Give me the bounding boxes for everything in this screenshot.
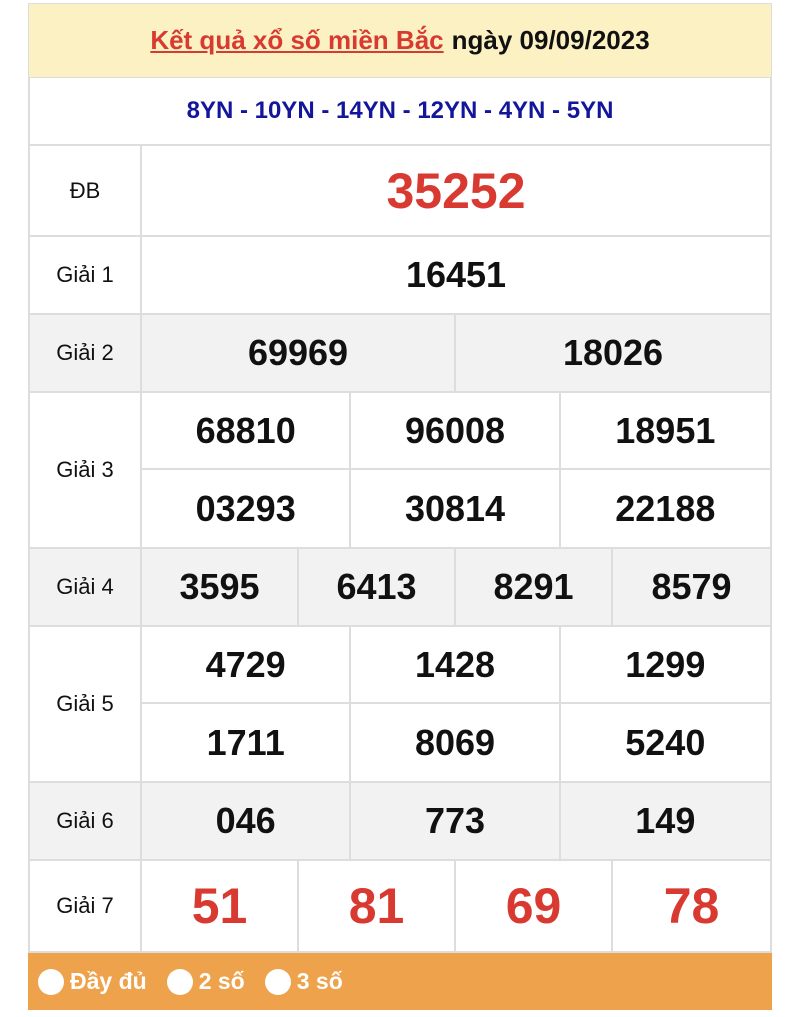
- prize-number: 51: [142, 861, 299, 951]
- prize-row: Giải 6 046 773 149: [28, 783, 772, 861]
- prize-number: 81: [299, 861, 456, 951]
- prize-row: Giải 5 4729 1428 1299 1711 8069 5240: [28, 627, 772, 783]
- prize-number: 18026: [562, 332, 664, 373]
- results-header: Kết quả xổ số miền Bắc ngày 09/09/2023: [28, 3, 772, 78]
- prize-number: 1711: [142, 704, 352, 781]
- prize-number: 18951: [560, 393, 770, 470]
- prize-number: 03293: [142, 470, 352, 547]
- prize-number: 68810: [142, 393, 352, 470]
- prize-label: Giải 7: [30, 861, 142, 951]
- prize-number: 773: [351, 783, 561, 859]
- prize-row: Giải 4 3595 6413 8291 8579: [28, 549, 772, 627]
- prize-number: 4729: [142, 627, 352, 704]
- prize-number: 78: [663, 878, 720, 934]
- option-full[interactable]: Đầy đủ: [38, 968, 147, 995]
- prize-row: Giải 1 16451: [28, 237, 772, 315]
- prize-number: 69: [456, 861, 613, 951]
- date-text: ngày 09/09/2023: [451, 25, 650, 55]
- results-table: Kết quả xổ số miền Bắc ngày 09/09/2023 8…: [28, 3, 772, 1010]
- prize-number: 22188: [615, 487, 716, 529]
- prize-number: 96008: [351, 393, 561, 470]
- prize-number: 16451: [405, 254, 507, 295]
- prize-label: Giải 5: [30, 627, 142, 781]
- display-options: Đầy đủ 2 số 3 số: [28, 953, 772, 1010]
- radio-icon[interactable]: [166, 968, 193, 995]
- prize-number: 35252: [386, 162, 526, 219]
- prize-number: 3595: [142, 549, 299, 625]
- prize-label: Giải 4: [30, 549, 142, 625]
- option-2-digits[interactable]: 2 số: [166, 968, 245, 995]
- prize-row: Giải 3 68810 96008 18951 03293 30814 22188: [28, 393, 772, 549]
- prize-number: 5240: [625, 721, 706, 763]
- prize-label: Giải 6: [30, 783, 142, 859]
- option-3-digits[interactable]: 3 số: [264, 968, 343, 995]
- prize-row: Giải 7 51 81 69 78: [28, 861, 772, 953]
- prize-number: 30814: [351, 470, 561, 547]
- prize-label: Giải 1: [30, 237, 142, 313]
- prize-number: 69969: [142, 315, 456, 391]
- prize-label: ĐB: [30, 146, 142, 235]
- prize-number: 1428: [351, 627, 561, 704]
- prize-row: ĐB 35252: [28, 146, 772, 237]
- prize-label: Giải 2: [30, 315, 142, 391]
- prize-codes: 8YN - 10YN - 14YN - 12YN - 4YN - 5YN: [28, 78, 772, 146]
- prize-number: 1299: [560, 627, 770, 704]
- radio-icon[interactable]: [38, 968, 64, 995]
- radio-icon[interactable]: [264, 968, 291, 995]
- prize-number: 8291: [456, 549, 613, 625]
- prize-number: 8579: [651, 566, 732, 607]
- prize-number: 8069: [351, 704, 561, 781]
- prize-number: 046: [142, 783, 352, 859]
- prize-label: Giải 3: [30, 393, 142, 547]
- title-link[interactable]: Kết quả xổ số miền Bắc: [150, 25, 444, 55]
- prize-number: 149: [635, 800, 696, 841]
- prize-number: 6413: [299, 549, 456, 625]
- prize-row: Giải 2 69969 18026: [28, 315, 772, 393]
